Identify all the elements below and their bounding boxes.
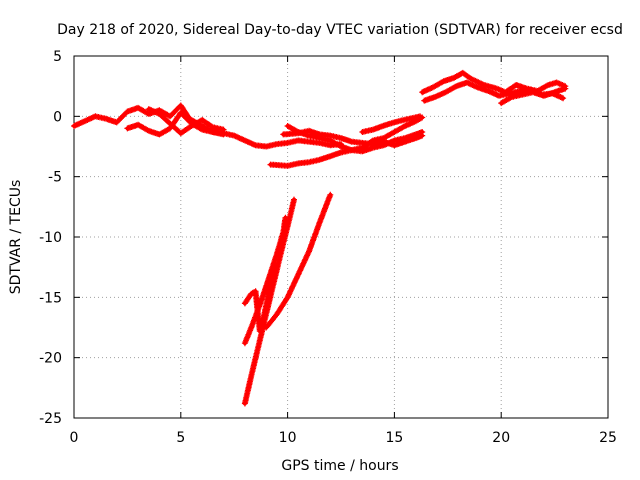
series-markers xyxy=(145,106,227,137)
series-track-drop-a xyxy=(241,196,297,407)
series-track-drop-d xyxy=(263,191,334,331)
chart-title: Day 218 of 2020, Sidereal Day-to-day VTE… xyxy=(57,22,623,38)
axis-ticks: 0 5 10 15 20 25 -25 -20 -15 -10 -5 0 5 xyxy=(39,49,617,446)
x-tick-label: 15 xyxy=(385,430,403,446)
y-tick-label: -25 xyxy=(39,411,62,427)
series-markers xyxy=(498,85,569,107)
x-tick-label: 10 xyxy=(279,430,297,446)
series-track-evening-3 xyxy=(498,85,569,107)
series-track-bundle-2 xyxy=(280,127,426,149)
series-markers xyxy=(280,127,426,149)
y-tick-label: -15 xyxy=(39,290,62,306)
x-tick-label: 0 xyxy=(70,430,79,446)
series-track-loop-a xyxy=(124,109,227,138)
y-axis-label: SDTVAR / TECUs xyxy=(8,180,24,295)
series-markers xyxy=(263,191,334,331)
x-tick-label: 5 xyxy=(176,430,185,446)
series-track-bundle-3 xyxy=(359,113,423,135)
series-track-loop-b xyxy=(145,106,227,137)
x-axis-label: GPS time / hours xyxy=(281,458,398,474)
y-tick-label: -5 xyxy=(48,170,62,186)
x-tick-label: 25 xyxy=(599,430,617,446)
series-track-drop-c xyxy=(241,261,280,335)
series-track-bundle-1 xyxy=(284,114,426,154)
series-markers xyxy=(359,113,423,135)
y-tick-label: -20 xyxy=(39,351,62,367)
y-tick-label: 0 xyxy=(53,109,62,125)
y-tick-label: -10 xyxy=(39,230,62,246)
x-tick-label: 20 xyxy=(492,430,510,446)
series-markers xyxy=(241,261,280,335)
y-tick-label: 5 xyxy=(53,49,62,65)
data-series xyxy=(71,69,569,407)
